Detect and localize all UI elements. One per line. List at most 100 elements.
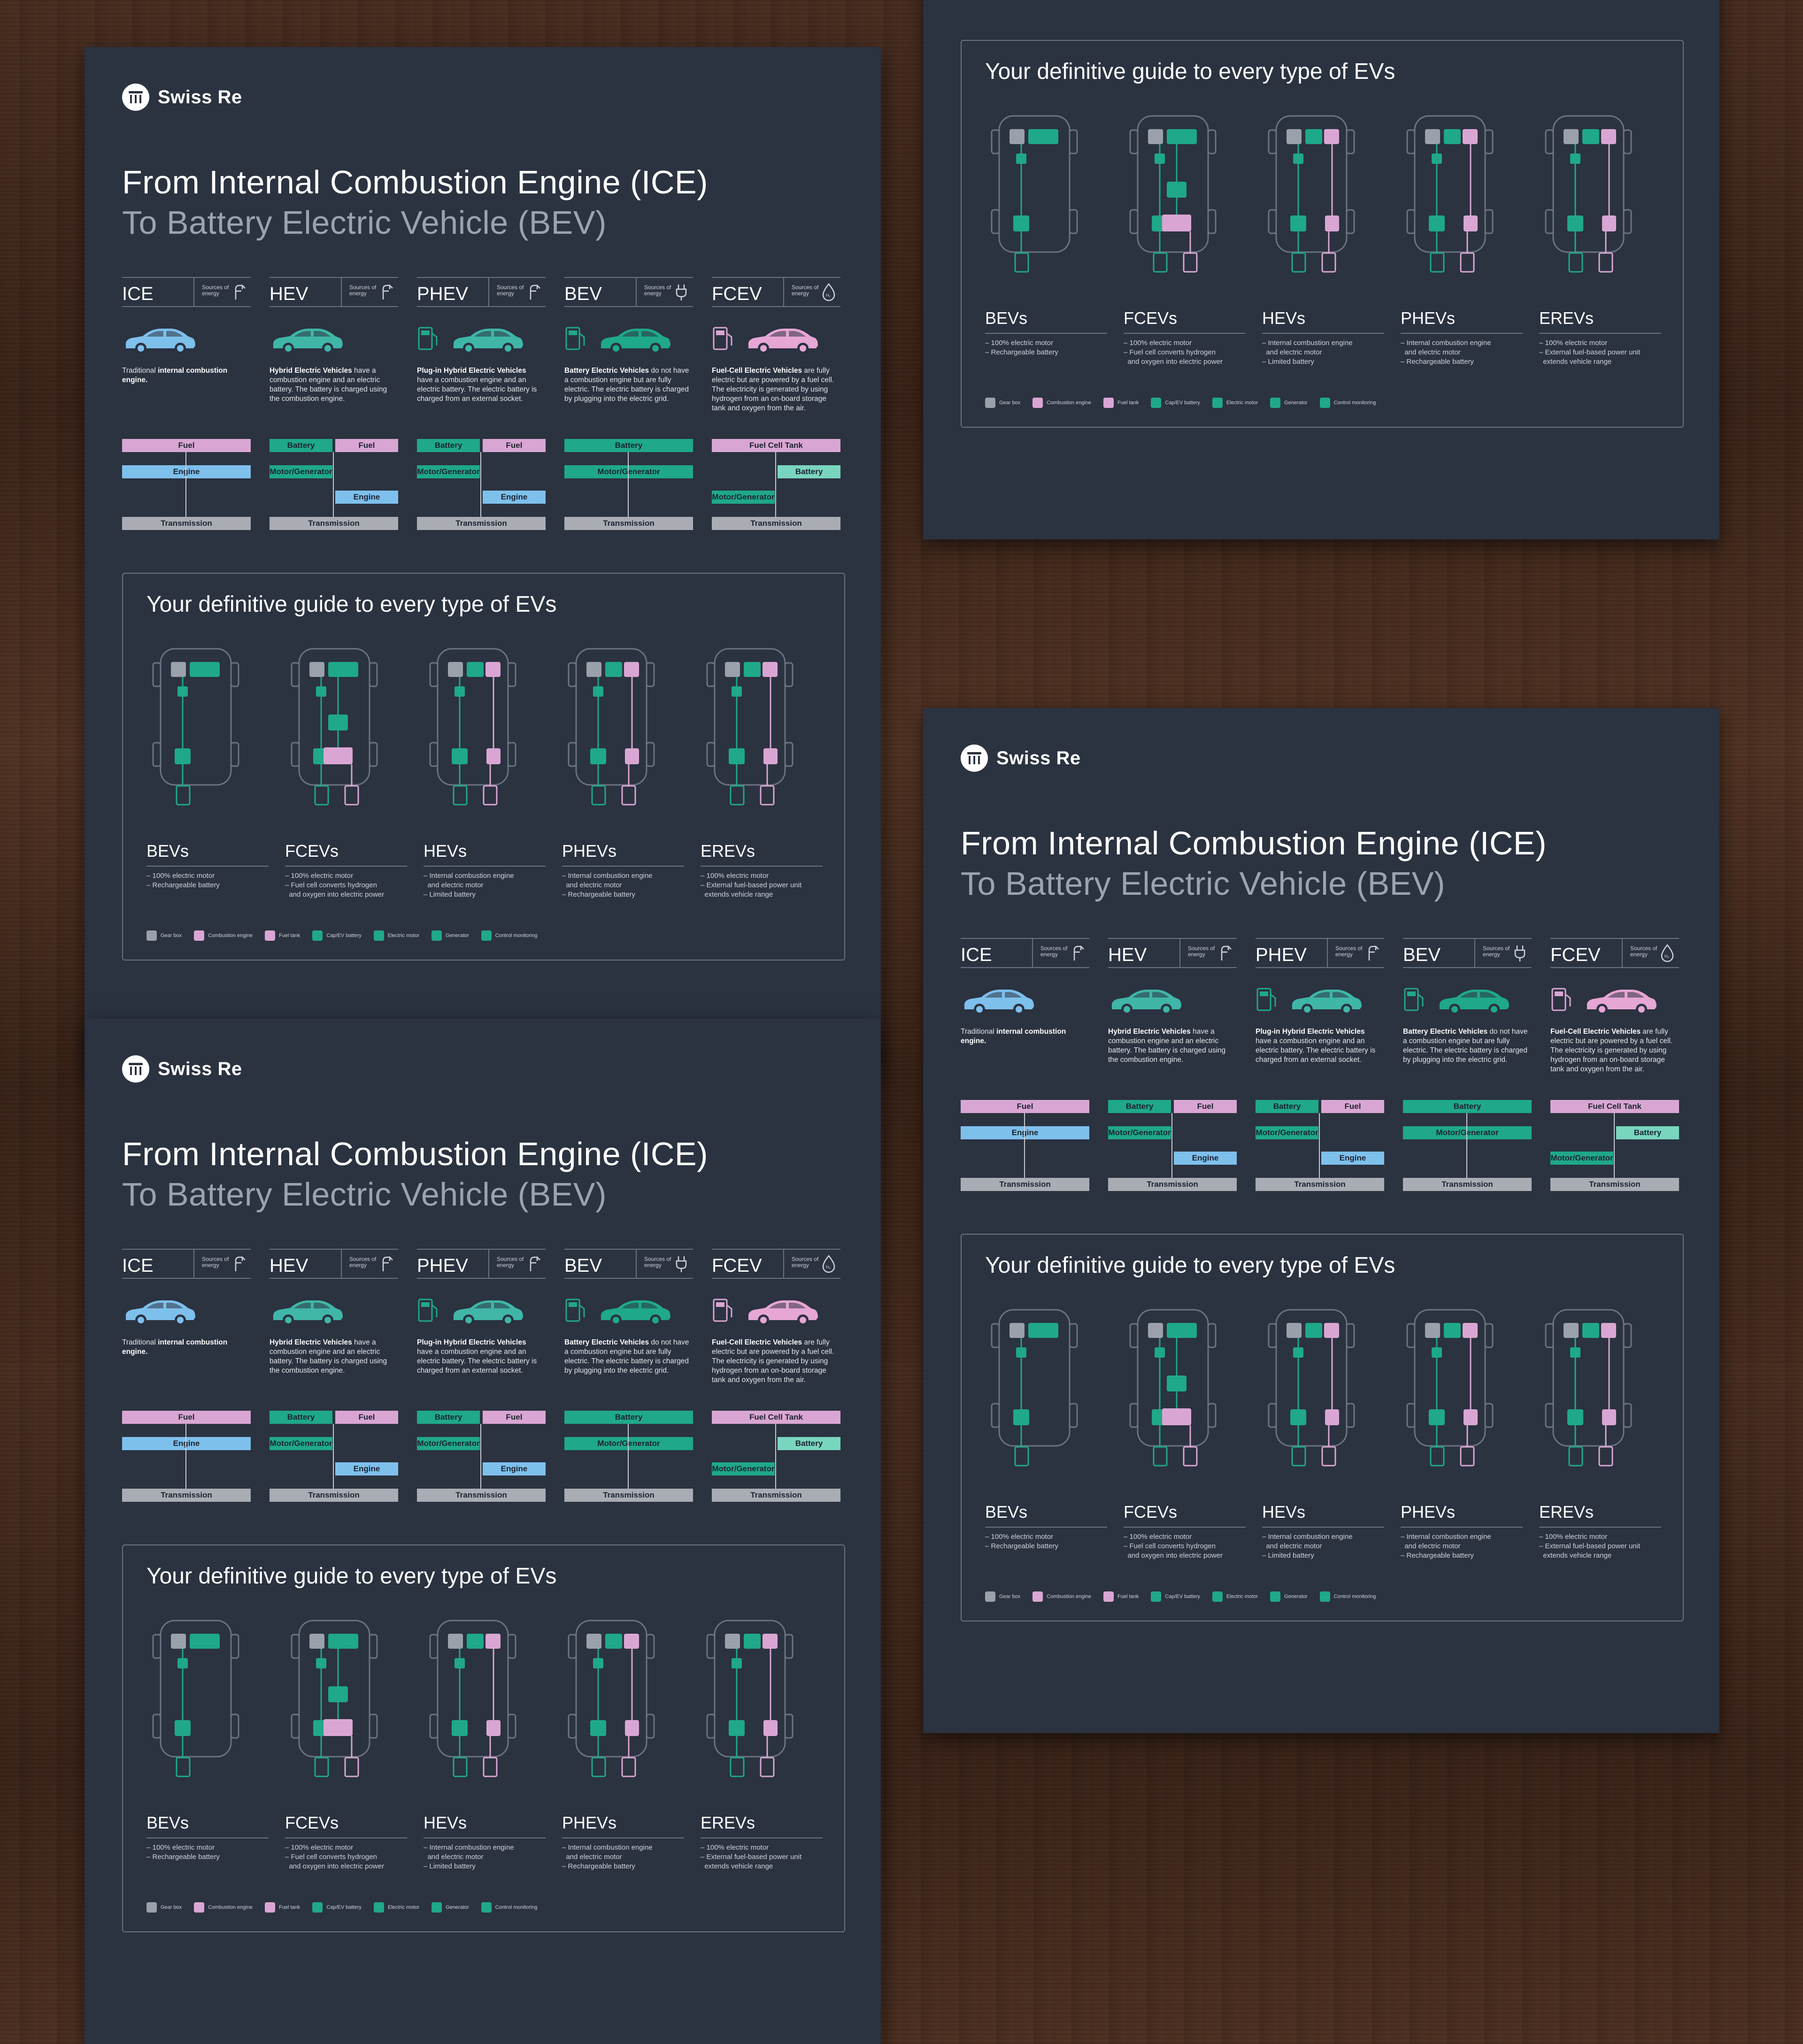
legend-label: Combustion engine — [1047, 1594, 1092, 1599]
column-header: HEV Sources of energy — [270, 277, 398, 307]
flow-block-fuel-cell-tank: Fuel Cell Tank — [712, 1411, 840, 1424]
ev-type-name: EREVs — [701, 841, 823, 867]
charging-station-icon — [1404, 988, 1424, 1011]
ev-note: – Internal combustion engine — [424, 1844, 514, 1852]
ev-note: – Limited battery — [1262, 358, 1314, 366]
legend-item: Generator — [1270, 398, 1308, 408]
flow-block-transmission: Transmission — [417, 1489, 546, 1502]
legend-item: Cap/EV battery — [312, 930, 362, 941]
car-illustration — [745, 1296, 820, 1331]
ev-note: – 100% electric motor — [985, 1533, 1054, 1541]
guide-title: Your definitive guide to every type of E… — [146, 1564, 557, 1589]
ev-note: – 100% electric motor — [701, 1844, 769, 1852]
ev-note: and electric motor — [562, 881, 622, 889]
car-icon — [748, 1300, 818, 1326]
legend-item: Control monitoring — [481, 1902, 538, 1913]
ev-note: extends vehicle range — [1539, 358, 1612, 366]
flow-block-motor-generator: Motor/Generator — [712, 1462, 775, 1475]
legend-label: Electric motor — [1226, 1594, 1258, 1599]
flow-block-battery: Battery — [1616, 1126, 1679, 1139]
car-icon — [601, 329, 670, 354]
legend-label: Gear box — [999, 400, 1021, 406]
sources-of-energy: Sources of energy — [193, 278, 251, 306]
ev-type-notes: – Internal combustion engine and electri… — [1401, 1532, 1527, 1560]
legend-label: Combustion engine — [208, 933, 253, 938]
desc-bold: Plug-in Hybrid Electric Vehicles — [1256, 1028, 1365, 1036]
chassis-diagram-fcevs — [291, 648, 378, 806]
ev-note: and electric motor — [424, 1853, 484, 1861]
vehicle-type-name: ICE — [122, 284, 154, 304]
ev-note: – Rechargeable battery — [1401, 358, 1474, 366]
car-illustration — [270, 1296, 345, 1331]
ev-type-notes: – 100% electric motor – External fuel-bas… — [701, 871, 827, 899]
flow-block-transmission: Transmission — [712, 1489, 840, 1502]
ev-note: and oxygen into electric power — [285, 1862, 384, 1870]
legend-swatch-icon — [1151, 1591, 1162, 1602]
guide-legend: Gear box Combustion engine Fuel tank Cap/EV… — [985, 398, 1376, 408]
flow-block-battery: Battery — [417, 1411, 480, 1424]
ev-type-name: BEVs — [985, 308, 1107, 334]
ev-note: and oxygen into electric power — [1124, 358, 1223, 366]
flow-arrow-icon — [185, 452, 186, 517]
legend-label: Cap/EV battery — [1165, 1594, 1200, 1599]
ev-note: and electric motor — [1262, 1542, 1322, 1550]
flow-block-fuel: Fuel — [335, 439, 398, 452]
flow-block-battery: Battery — [1108, 1100, 1171, 1113]
legend-item: Combustion engine — [194, 1902, 253, 1913]
desc-bold: Battery Electric Vehicles — [564, 1338, 649, 1346]
legend-label: Gear box — [161, 933, 182, 938]
flow-arrow-icon — [775, 1424, 776, 1489]
legend-swatch-icon — [1212, 398, 1223, 408]
flow-block-motor-generator: Motor/Generator — [1550, 1152, 1613, 1165]
ev-type-name: HEVs — [424, 841, 546, 867]
ev-type-name: HEVs — [1262, 308, 1384, 334]
ev-note: – Internal combustion engine — [1262, 1533, 1353, 1541]
flow-arrow-icon — [1466, 1113, 1467, 1178]
sources-label: Sources of energy — [1483, 945, 1510, 958]
car-illustration — [122, 324, 197, 359]
vehicle-column-bev: BEV Sources of energy Battery Electric V… — [564, 277, 693, 530]
flow-block-fuel: Fuel — [335, 1411, 398, 1424]
legend-item: Fuel tank — [265, 930, 300, 941]
ev-note: extends vehicle range — [701, 1862, 773, 1870]
ev-type-name: BEVs — [146, 1813, 269, 1838]
ev-note: – Limited battery — [424, 891, 476, 899]
sources-label: Sources of energy — [1630, 945, 1657, 958]
ev-note: and electric motor — [1262, 348, 1322, 356]
legend-label: Gear box — [161, 1905, 182, 1910]
charging-station-icon — [418, 1299, 438, 1322]
flow-block-battery: Battery — [270, 1411, 332, 1424]
vehicle-column-ice: ICE Sources of energy Traditional intern… — [122, 277, 251, 530]
legend-item: Gear box — [146, 930, 182, 941]
car-illustration — [745, 324, 820, 359]
swiss-re-logo-icon — [122, 84, 149, 111]
flow-arrow-icon — [1319, 1113, 1320, 1178]
sources-of-energy: Sources of energy H₂ — [783, 1250, 840, 1278]
flow-arrow-icon — [333, 1424, 334, 1489]
car-icon — [1439, 990, 1509, 1015]
powertrain-flow: Battery Fuel Motor/Generator Engine Transmis… — [1256, 1100, 1384, 1194]
desc-post: have a combustion engine and an electric… — [417, 376, 537, 403]
flow-arrow-icon — [775, 452, 776, 517]
vehicle-description: Fuel-Cell Electric Vehicles are fully el… — [1550, 1027, 1677, 1074]
ev-type-name: PHEVs — [562, 841, 684, 867]
vehicle-type-name: FCEV — [1550, 945, 1601, 965]
flow-block-fuel: Fuel — [122, 439, 251, 452]
flow-arrow-icon — [1171, 1113, 1172, 1178]
vehicle-column-fcev: FCEV Sources of energy H₂ Fuel-Cell Elec… — [712, 277, 840, 530]
vehicle-column-phev: PHEV Sources of energy Plug-in Hybrid El… — [1256, 938, 1384, 1191]
ev-note: – External fuel-based power unit — [701, 881, 802, 889]
legend-swatch-icon — [194, 930, 205, 941]
vehicle-column-ice: ICE Sources of energy Traditional intern… — [122, 1249, 251, 1502]
vehicle-description: Traditional internal combustion engine. — [122, 366, 249, 385]
desc-bold: internal combustion engine. — [122, 367, 228, 384]
ev-note: and oxygen into electric power — [285, 891, 384, 899]
ev-note: – Rechargeable battery — [562, 1862, 635, 1870]
poster-subtitle: To Battery Electric Vehicle (BEV) — [122, 204, 607, 241]
flow-block-motor-generator: Motor/Generator — [270, 1437, 332, 1450]
fuel-source-icon — [527, 1254, 541, 1276]
car-illustration — [597, 1296, 672, 1331]
sources-label: Sources of energy — [644, 1256, 671, 1268]
flow-block-motor-generator: Motor/Generator — [1403, 1126, 1532, 1139]
column-header: PHEV Sources of energy — [1256, 938, 1384, 968]
